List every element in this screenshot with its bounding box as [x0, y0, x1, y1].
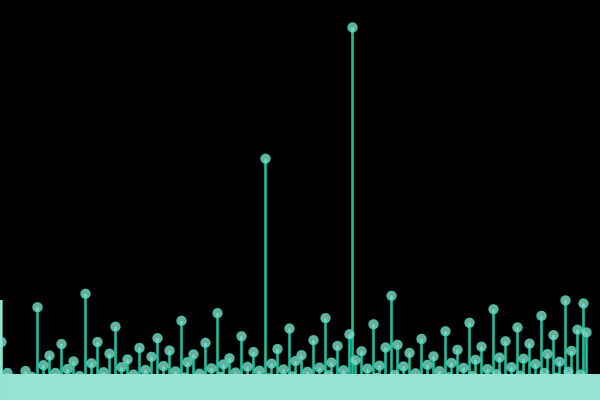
stem-marker — [398, 361, 409, 372]
stem-marker — [488, 304, 499, 315]
stem-marker — [104, 348, 115, 359]
stem-marker — [566, 345, 577, 357]
stem-marker — [560, 295, 571, 306]
stem-marker — [314, 362, 325, 373]
stem-marker — [218, 359, 229, 370]
stem-marker — [386, 290, 397, 301]
stem-marker — [356, 346, 367, 357]
stem-marker — [500, 336, 511, 347]
stem-marker — [146, 351, 157, 362]
stem-marker — [188, 349, 199, 360]
stem-marker — [470, 354, 481, 366]
stem-marker — [416, 333, 427, 345]
stem-marker — [320, 312, 331, 324]
stem-marker — [92, 336, 103, 348]
stem-marker — [581, 327, 592, 338]
stem-marker — [368, 319, 379, 330]
stem-marker — [506, 361, 517, 373]
stem-marker — [308, 334, 319, 346]
stem-marker — [572, 324, 583, 335]
stem-marker — [332, 340, 343, 352]
baseline-band — [0, 374, 600, 400]
stem-marker — [68, 356, 79, 367]
stem-marker — [134, 342, 145, 354]
stem-marker — [338, 365, 349, 376]
stem-marker — [212, 307, 223, 319]
stem-marker — [176, 315, 187, 327]
stem-marker — [260, 153, 271, 164]
stem-marker — [476, 341, 487, 352]
stem-marker — [362, 363, 373, 374]
stem-marker — [524, 338, 535, 349]
stem-marker — [56, 338, 67, 350]
stem-marker — [116, 361, 127, 373]
stem-marker — [542, 348, 553, 360]
stem-marker — [464, 317, 475, 328]
stem-marker — [326, 357, 337, 368]
stem-marker — [242, 361, 253, 373]
stem-marker — [374, 360, 385, 371]
stem-marker — [494, 352, 505, 363]
stem-marker — [86, 358, 97, 369]
stem-marker — [536, 310, 547, 322]
stem-marker — [62, 363, 73, 375]
stem-marker — [518, 353, 529, 364]
stem-marker — [110, 321, 121, 332]
stem-marker — [578, 298, 589, 309]
stem-marker — [266, 358, 277, 369]
stem-marker — [350, 355, 361, 366]
stem-marker — [458, 362, 469, 374]
stem-marker — [422, 359, 433, 371]
stem-marker — [224, 353, 235, 364]
stem-marker — [530, 358, 541, 370]
stem-marker — [428, 351, 439, 362]
stem-marker — [80, 288, 91, 300]
stem-marker — [482, 363, 493, 375]
stem-marker — [44, 350, 55, 361]
stem-marker — [182, 356, 193, 368]
stem-marker — [164, 345, 175, 356]
stem-marker — [344, 329, 355, 340]
stem-marker — [206, 363, 217, 374]
stem-marker — [32, 302, 43, 313]
stem-marker — [440, 326, 451, 337]
stem-marker — [392, 339, 403, 351]
stem-marker — [158, 360, 169, 372]
stem-marker — [554, 356, 565, 367]
stem-marker — [200, 337, 211, 349]
stem-marker — [452, 344, 463, 356]
stem-marker — [548, 329, 559, 341]
stem-marker — [272, 343, 283, 355]
stem-marker — [254, 365, 265, 376]
stem-marker — [278, 364, 289, 375]
stem-marker — [347, 22, 358, 33]
stem-marker — [380, 342, 391, 353]
stem-marker — [248, 346, 259, 358]
stem-marker — [404, 347, 415, 359]
stem-marker — [284, 323, 295, 334]
stem-marker — [296, 350, 307, 361]
stem-marker — [512, 322, 523, 333]
stem-marker — [236, 331, 247, 342]
stem-baseline-group — [0, 300, 600, 400]
stem-marker — [140, 364, 151, 376]
stem-marker — [122, 354, 133, 365]
stem-marker — [152, 333, 163, 344]
stem-marker — [38, 360, 49, 371]
stem-marker — [446, 357, 457, 369]
